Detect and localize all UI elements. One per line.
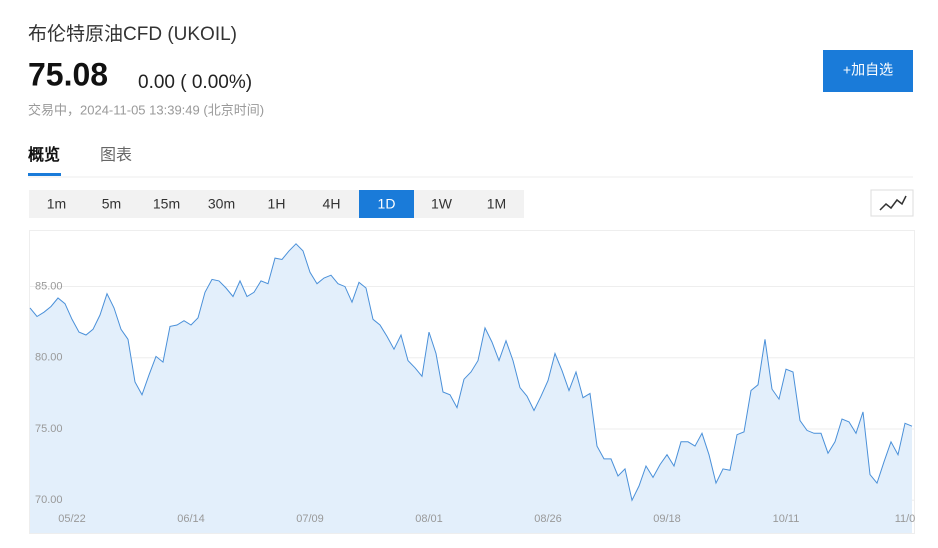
period-button[interactable]: 1m (47, 196, 66, 212)
x-tick-label: 06/14 (177, 513, 205, 525)
tab[interactable]: 概览 (28, 145, 60, 164)
period-button[interactable]: 30m (208, 196, 235, 212)
price-change: 0.00 ( 0.00%) (138, 72, 252, 93)
area-fill (30, 243, 912, 534)
instrument-title: 布伦特原油CFD (UKOIL) (28, 23, 237, 45)
period-button[interactable]: 1W (431, 196, 453, 212)
period-button[interactable]: 15m (153, 196, 180, 212)
period-button[interactable]: 1M (487, 196, 506, 212)
y-tick-label: 80.00 (35, 352, 63, 364)
period-button[interactable]: 4H (323, 196, 341, 212)
period-active[interactable] (359, 190, 414, 218)
x-tick-label: 09/18 (653, 513, 681, 525)
period-button[interactable]: 1D (378, 196, 396, 212)
y-tick-label: 85.00 (35, 280, 63, 292)
price-line (29, 243, 913, 502)
period-button[interactable]: 1H (268, 196, 286, 212)
x-tick-label: 07/09 (296, 513, 324, 525)
period-button[interactable]: 5m (102, 196, 121, 212)
price: 75.08 (28, 56, 108, 92)
y-tick-label: 70.00 (35, 494, 63, 506)
period-bar (29, 190, 524, 218)
x-tick-label: 10/11 (773, 513, 800, 525)
x-tick-label: 08/26 (534, 513, 562, 525)
chart-frame (29, 230, 915, 534)
tab[interactable]: 图表 (100, 146, 132, 164)
watchlist-button[interactable] (823, 50, 913, 92)
watchlist-button-label[interactable]: +加自选 (843, 62, 893, 78)
tab-underline (28, 173, 61, 176)
chart-type-button[interactable] (870, 189, 914, 217)
x-tick-label: 08/01 (415, 513, 443, 525)
chart-type-icon[interactable] (879, 195, 907, 211)
x-tick-label: 11/0 (895, 513, 916, 525)
status: 交易中，2024-11-05 13:39:49 (北京时间) (28, 102, 264, 117)
y-tick-label: 75.00 (35, 423, 63, 435)
x-tick-label: 05/22 (58, 513, 86, 525)
